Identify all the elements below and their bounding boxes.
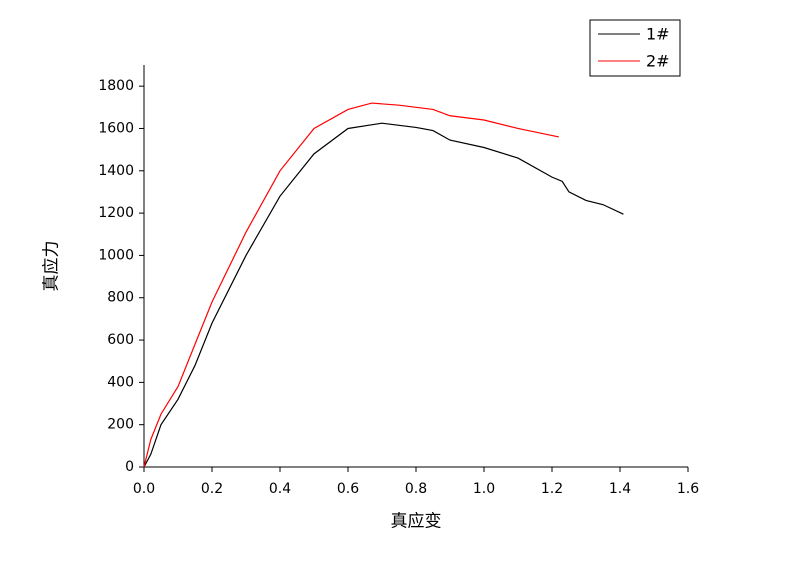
x-tick-label: 0.6: [337, 481, 359, 497]
y-tick-label: 1800: [98, 78, 134, 94]
y-tick-label: 1600: [98, 120, 134, 136]
legend-label: 2#: [646, 52, 670, 71]
x-tick-label: 1.6: [677, 481, 699, 497]
line-series: [143, 122, 624, 468]
y-tick-label: 0: [125, 459, 134, 475]
line-series: [143, 102, 559, 468]
x-tick-label: 1.0: [473, 481, 495, 497]
y-tick-label: 1200: [98, 205, 134, 221]
x-tick-label: 0.8: [405, 481, 427, 497]
x-tick-label: 1.2: [541, 481, 563, 497]
x-tick-label: 0.0: [133, 481, 155, 497]
y-tick-label: 400: [107, 374, 134, 390]
y-tick-label: 600: [107, 332, 134, 348]
x-axis-title: 真应变: [391, 512, 442, 532]
legend-label: 1#: [646, 25, 670, 44]
y-axis-title: 真应力: [42, 241, 62, 292]
legend-box: [589, 19, 681, 77]
y-tick-label: 800: [107, 290, 134, 306]
y-tick-label: 1400: [98, 163, 134, 179]
y-tick-label: 1000: [98, 247, 134, 263]
x-tick-label: 1.4: [609, 481, 631, 497]
x-tick-label: 0.2: [201, 481, 223, 497]
y-tick-label: 200: [107, 417, 134, 433]
x-tick-label: 0.4: [269, 481, 291, 497]
